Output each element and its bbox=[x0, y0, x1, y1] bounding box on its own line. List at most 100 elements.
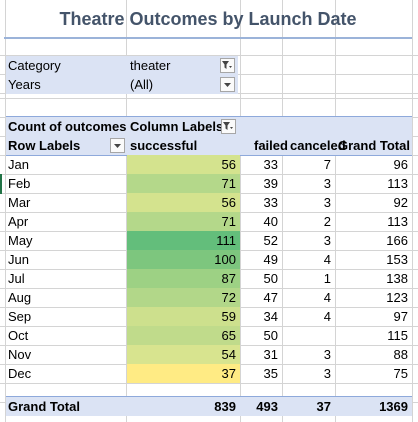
cell-successful[interactable]: 54 bbox=[221, 347, 236, 362]
cell-total[interactable]: 113 bbox=[387, 214, 408, 229]
cell-canceled[interactable]: 3 bbox=[323, 233, 331, 248]
cell-canceled[interactable]: 4 bbox=[323, 252, 331, 267]
cell-failed[interactable]: 34 bbox=[263, 309, 278, 324]
cell-total[interactable]: 113 bbox=[387, 176, 408, 191]
row-label[interactable]: Feb bbox=[8, 176, 31, 191]
grand-total-border bbox=[6, 396, 412, 397]
heatmap-cell bbox=[127, 155, 240, 174]
cell-total[interactable]: 115 bbox=[387, 328, 408, 343]
cell-total[interactable]: 166 bbox=[386, 233, 408, 248]
grid-line bbox=[0, 55, 418, 56]
heatmap-cell bbox=[127, 345, 240, 364]
grand-total-total: 1369 bbox=[379, 399, 408, 414]
heatmap-cell bbox=[127, 326, 240, 345]
filter-dropdown-icon[interactable] bbox=[220, 58, 235, 73]
grid-line bbox=[412, 0, 413, 422]
heatmap-cell bbox=[127, 364, 240, 383]
cell-canceled[interactable]: 4 bbox=[323, 309, 331, 324]
grand-total-label: Grand Total bbox=[8, 399, 80, 414]
row-label[interactable]: Dec bbox=[8, 366, 32, 381]
cell-successful[interactable]: 111 bbox=[216, 233, 236, 248]
heatmap-cell bbox=[127, 212, 240, 231]
cell-total[interactable]: 138 bbox=[386, 271, 408, 286]
grid-line bbox=[0, 98, 418, 99]
row-label[interactable]: Jul bbox=[8, 271, 25, 286]
cell-failed[interactable]: 47 bbox=[263, 290, 278, 305]
cell-failed[interactable]: 52 bbox=[263, 233, 278, 248]
cell-canceled[interactable]: 3 bbox=[323, 176, 331, 191]
cell-total[interactable]: 88 bbox=[393, 347, 408, 362]
cell-canceled[interactable]: 3 bbox=[323, 347, 331, 362]
cell-failed[interactable]: 31 bbox=[263, 347, 278, 362]
grid-line bbox=[240, 0, 241, 422]
cell-failed[interactable]: 33 bbox=[263, 195, 278, 210]
heatmap-cell bbox=[127, 174, 240, 193]
cell-canceled[interactable]: 3 bbox=[323, 195, 331, 210]
row-label[interactable]: Aug bbox=[8, 290, 32, 305]
filter-value-category[interactable]: theater bbox=[130, 58, 171, 73]
header-border bbox=[6, 116, 412, 117]
chevron-down-icon[interactable] bbox=[220, 77, 235, 92]
cell-canceled[interactable]: 3 bbox=[323, 366, 331, 381]
filter-value-years[interactable]: (All) bbox=[130, 77, 154, 92]
row-label[interactable]: Sep bbox=[8, 309, 32, 324]
row-label[interactable]: Nov bbox=[8, 347, 32, 362]
cell-failed[interactable]: 39 bbox=[263, 176, 278, 191]
cell-failed[interactable]: 50 bbox=[263, 328, 278, 343]
cell-total[interactable]: 97 bbox=[393, 309, 408, 324]
header-failed: failed bbox=[254, 138, 288, 153]
header-successful: successful bbox=[130, 138, 198, 153]
row-selection-marker bbox=[0, 174, 2, 194]
grand-total-row bbox=[6, 397, 412, 416]
pivot-header bbox=[6, 117, 412, 155]
row-label[interactable]: Mar bbox=[8, 195, 31, 210]
row-label[interactable]: Oct bbox=[8, 328, 29, 343]
cell-successful[interactable]: 71 bbox=[221, 214, 236, 229]
cell-successful[interactable]: 87 bbox=[221, 271, 236, 286]
grid-line bbox=[0, 383, 418, 384]
cell-canceled[interactable]: 7 bbox=[323, 157, 331, 172]
cell-successful[interactable]: 37 bbox=[221, 366, 236, 381]
row-label[interactable]: Jun bbox=[8, 252, 29, 267]
grid-line bbox=[126, 0, 127, 422]
filter-label-category: Category bbox=[8, 58, 61, 73]
cell-total[interactable]: 75 bbox=[393, 366, 408, 381]
grid-line bbox=[5, 0, 6, 422]
header-grand-total: Grand Total bbox=[338, 138, 410, 153]
cell-failed[interactable]: 50 bbox=[263, 271, 278, 286]
cell-canceled[interactable] bbox=[283, 326, 331, 345]
cell-failed[interactable]: 33 bbox=[263, 157, 278, 172]
cell-failed[interactable]: 49 bbox=[263, 252, 278, 267]
cell-canceled[interactable]: 4 bbox=[323, 290, 331, 305]
count-label: Count of outcomes bbox=[8, 119, 127, 134]
cell-failed[interactable]: 35 bbox=[263, 366, 278, 381]
cell-total[interactable]: 153 bbox=[386, 252, 408, 267]
cell-successful[interactable]: 56 bbox=[221, 157, 236, 172]
cell-total[interactable]: 92 bbox=[393, 195, 408, 210]
cell-successful[interactable]: 59 bbox=[221, 309, 236, 324]
heatmap-cell bbox=[127, 269, 240, 288]
row-labels-header: Row Labels bbox=[8, 138, 81, 153]
grand-total-successful: 839 bbox=[214, 399, 236, 414]
cell-successful[interactable]: 56 bbox=[221, 195, 236, 210]
cell-total[interactable]: 96 bbox=[393, 157, 408, 172]
chevron-down-icon[interactable] bbox=[110, 138, 125, 153]
grid-line bbox=[335, 0, 336, 422]
cell-successful[interactable]: 72 bbox=[221, 290, 236, 305]
cell-canceled[interactable]: 2 bbox=[323, 214, 331, 229]
grand-total-failed: 493 bbox=[256, 399, 278, 414]
cell-failed[interactable]: 40 bbox=[263, 214, 278, 229]
cell-successful[interactable]: 71 bbox=[221, 176, 236, 191]
cell-successful[interactable]: 65 bbox=[221, 328, 236, 343]
header-canceled: canceled bbox=[290, 138, 346, 153]
column-filter-icon[interactable] bbox=[221, 119, 236, 134]
row-label[interactable]: Jan bbox=[8, 157, 29, 172]
row-label[interactable]: May bbox=[8, 233, 33, 248]
cell-total[interactable]: 123 bbox=[386, 290, 408, 305]
cell-successful[interactable]: 100 bbox=[214, 252, 236, 267]
heatmap-cell bbox=[127, 231, 240, 250]
cell-canceled[interactable]: 1 bbox=[323, 271, 331, 286]
heatmap-cell bbox=[127, 250, 240, 269]
row-label[interactable]: Apr bbox=[8, 214, 29, 229]
